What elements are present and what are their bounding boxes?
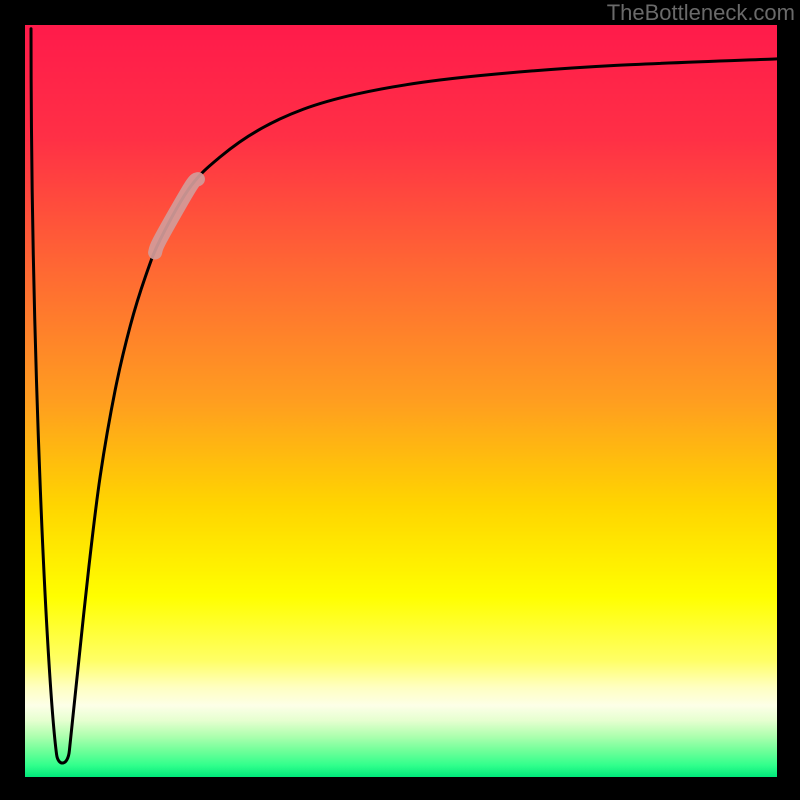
highlight-band <box>155 179 198 252</box>
chart-frame: TheBottleneck.com <box>0 0 800 800</box>
plot-area <box>25 25 777 777</box>
watermark-label: TheBottleneck.com <box>607 0 795 26</box>
curve-path <box>31 29 777 763</box>
bottleneck-curve <box>25 25 777 777</box>
